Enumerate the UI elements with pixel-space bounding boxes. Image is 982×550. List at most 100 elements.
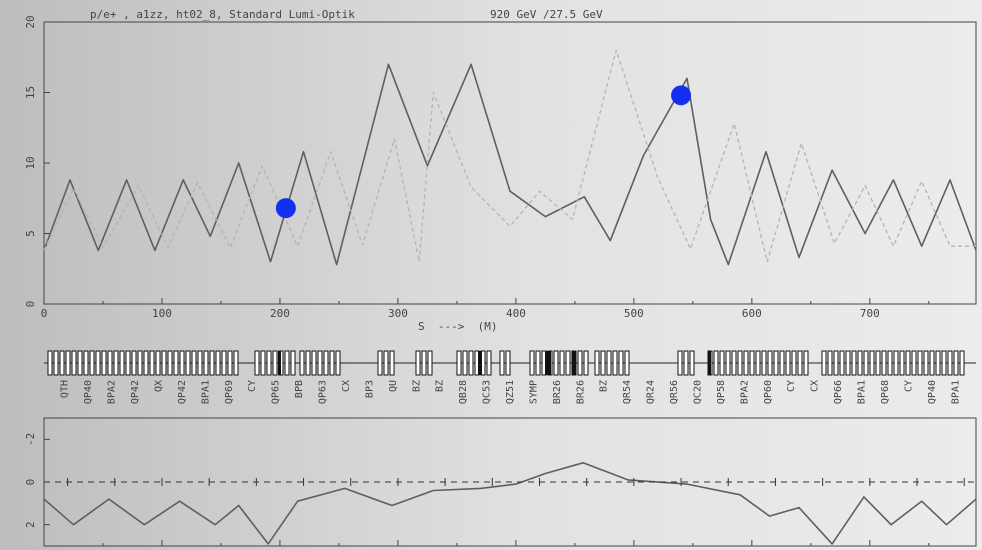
x-axis-label: S ---> (M) (418, 320, 497, 333)
magnet-element (191, 350, 197, 376)
magnet-element (731, 350, 737, 376)
magnet-element (887, 350, 893, 376)
data-point-marker[interactable] (671, 85, 692, 106)
magnet-element (317, 350, 323, 376)
magnet-element (827, 350, 833, 376)
beta-function-plot: 0 5 10 15 20 0 100 200 300 400 500 600 700 S ---> (… (24, 15, 977, 333)
magnet-label: QR24 (646, 380, 657, 404)
dispersion-series (43, 462, 977, 545)
magnet-element (917, 350, 923, 376)
magnet-element (779, 350, 785, 376)
magnet-element (743, 350, 749, 376)
magnet-element (851, 350, 857, 376)
magnet-element (499, 350, 505, 376)
magnet-element (929, 350, 935, 376)
beta-x-axis: 0 100 200 300 400 500 600 700 (41, 298, 930, 320)
x-tick-label: 500 (624, 307, 644, 320)
magnet-element (529, 350, 535, 376)
magnet-element (89, 350, 95, 376)
magnet-element (624, 350, 630, 376)
magnet-label: BPA1 (857, 380, 868, 404)
magnet-element (953, 350, 959, 376)
magnet-element (95, 350, 101, 376)
magnet-element (185, 350, 191, 376)
magnet-element (923, 350, 929, 376)
data-point-marker[interactable] (275, 198, 296, 219)
magnet-element (305, 350, 311, 376)
magnet-element (421, 350, 427, 376)
magnet-element (173, 350, 179, 376)
magnet-element (107, 350, 113, 376)
magnet-element (284, 350, 290, 376)
magnet-label: BR26 (575, 380, 586, 404)
magnet-element (941, 350, 947, 376)
magnet-label: SYMP (528, 380, 539, 404)
magnet-element (131, 350, 137, 376)
magnet-element (749, 350, 755, 376)
magnet-label: QP69 (224, 380, 235, 404)
magnet-element (565, 350, 571, 376)
magnet-element (221, 350, 227, 376)
magnet-element (803, 350, 809, 376)
magnet-label: QP40 (927, 380, 938, 404)
x-tick-label: 600 (742, 307, 762, 320)
magnet-element (254, 350, 260, 376)
magnet-element (905, 350, 911, 376)
magnet-element (833, 350, 839, 376)
magnet-element (606, 350, 612, 376)
magnet-element (618, 350, 624, 376)
x-tick-label: 100 (152, 307, 172, 320)
magnet-label: QR56 (669, 380, 680, 404)
magnet-element (821, 350, 827, 376)
magnet-element (415, 350, 421, 376)
magnet-element (594, 350, 600, 376)
magnet-label: BPA1 (950, 380, 961, 404)
magnet-element (677, 350, 683, 376)
magnet-element (468, 350, 474, 376)
magnet-element (881, 350, 887, 376)
magnet-element (53, 350, 59, 376)
magnet-element (725, 350, 731, 376)
magnet-label: QP40 (83, 380, 94, 404)
magnet-label: CY (786, 380, 797, 392)
magnet-element (329, 350, 335, 376)
magnet-element (947, 350, 953, 376)
magnet-label: BR26 (552, 380, 563, 404)
x-tick-label: 400 (506, 307, 526, 320)
magnet-element (767, 350, 773, 376)
magnet-element (260, 350, 266, 376)
magnet-element-solid (478, 351, 482, 375)
magnet-element-solid (572, 351, 576, 375)
magnet-element (959, 350, 965, 376)
magnet-element (857, 350, 863, 376)
magnet-label: BZ (411, 380, 422, 392)
magnet-element (559, 350, 565, 376)
magnet-element (299, 350, 305, 376)
magnet-element (71, 350, 77, 376)
magnet-element (65, 350, 71, 376)
magnet-label: BZ (435, 380, 446, 392)
magnet-element (47, 350, 53, 376)
x-tick-label: 700 (860, 307, 880, 320)
magnet-element (161, 350, 167, 376)
magnet-label: CY (247, 380, 258, 392)
magnet-element-solid (708, 351, 711, 375)
magnet-label: QP42 (177, 380, 188, 404)
magnet-label: CY (903, 380, 914, 392)
magnet-label: QB28 (458, 380, 469, 404)
magnet-label: BP3 (364, 380, 375, 398)
series-line-dashed (43, 49, 976, 263)
beta-y-axis: 0 5 10 15 20 (24, 15, 50, 307)
magnet-label: QU (388, 380, 399, 392)
magnet-element (737, 350, 743, 376)
x-tick-label: 300 (388, 307, 408, 320)
magnet-element (683, 350, 689, 376)
magnet-element (773, 350, 779, 376)
magnet-element (311, 350, 317, 376)
magnet-element (227, 350, 233, 376)
y-tick-label: 5 (24, 230, 37, 237)
magnet-label: QP58 (716, 380, 727, 404)
magnet-element (149, 350, 155, 376)
magnet-element (713, 350, 719, 376)
